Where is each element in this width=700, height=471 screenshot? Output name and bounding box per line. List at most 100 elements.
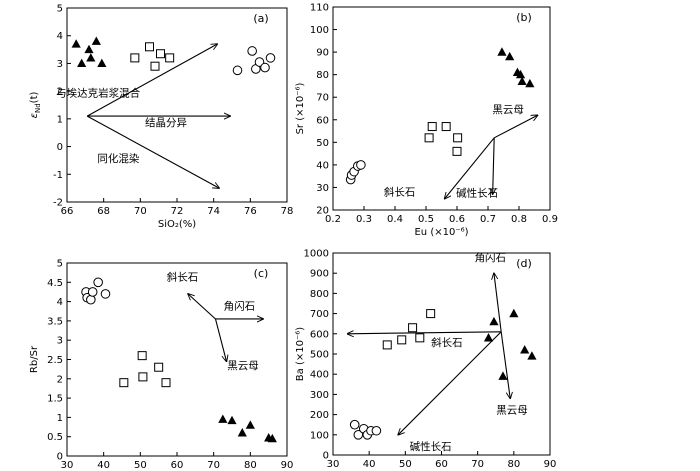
y-tick-label: 0.5: [47, 432, 63, 443]
y-tick-label: 4: [57, 31, 63, 42]
square-point: [119, 378, 129, 388]
annotation-label: 碱性长石: [456, 186, 498, 199]
annotation-label: 黑云母: [492, 104, 524, 116]
x-tick-label: 0.5: [418, 214, 434, 225]
triangle-point: [267, 433, 277, 443]
circle-point: [356, 160, 366, 170]
square-point: [426, 309, 436, 319]
y-tick-label: 300: [310, 390, 329, 401]
x-tick-label: 90: [281, 460, 294, 471]
square-point: [397, 335, 407, 345]
annotation-label: 结晶分异: [145, 116, 187, 129]
square-point: [161, 378, 171, 388]
triangle-point: [505, 51, 515, 61]
circle-point: [265, 53, 276, 63]
trend-arrow: [493, 115, 537, 139]
x-axis-label: SiO₂(%): [158, 219, 196, 230]
y-tick-label: 2.5: [47, 355, 63, 366]
y-tick-label: 1: [57, 114, 63, 125]
circle-point: [87, 287, 98, 297]
trend-arrow: [347, 332, 502, 334]
y-axis-label: Ba (×10⁻⁶): [295, 327, 306, 381]
square-point: [453, 133, 463, 143]
square-point: [156, 49, 165, 59]
triangle-point: [483, 333, 494, 342]
x-tick-label: 90: [544, 459, 557, 470]
square-point: [382, 340, 392, 350]
annotation-label: 与埃达克岩浆混合: [56, 87, 140, 100]
trend-arrow: [214, 318, 227, 361]
triangle-point: [86, 53, 96, 62]
annotation-label: 同化混染: [97, 152, 139, 165]
y-tick-label: 0: [57, 452, 63, 463]
y-tick-label: 1000: [304, 249, 329, 260]
y-tick-label: 3: [57, 336, 63, 347]
triangle-point: [71, 39, 81, 48]
x-tick-label: 0.8: [511, 214, 527, 225]
y-tick-label: 200: [310, 410, 329, 421]
x-tick-label: 76: [244, 206, 257, 217]
triangle-point: [489, 316, 499, 326]
y-tick-label: 20: [316, 206, 329, 217]
x-tick-label: 60: [171, 460, 184, 471]
y-tick-label: 600: [310, 329, 329, 340]
circle-point: [232, 65, 243, 76]
x-tick-label: 68: [97, 206, 110, 217]
square-point: [441, 122, 451, 132]
y-tick-label: 50: [316, 138, 329, 149]
triangle-point: [218, 414, 228, 423]
annotation-label: 碱性长石: [410, 440, 452, 453]
annotation-label: 斜长石: [167, 270, 199, 283]
square-point: [138, 372, 148, 382]
y-tick-label: 500: [310, 350, 329, 361]
x-tick-label: 50: [399, 459, 412, 470]
annotation-label: 黑云母: [227, 360, 259, 372]
x-tick-label: 80: [244, 460, 257, 471]
y-tick-label: 30: [316, 183, 329, 194]
y-tick-label: 60: [316, 115, 329, 126]
x-tick-label: 0.3: [356, 214, 372, 225]
y-tick-label: 2: [57, 87, 63, 98]
x-tick-label: 74: [207, 206, 220, 217]
triangle-point: [245, 420, 255, 429]
x-tick-label: 0.6: [449, 214, 465, 225]
y-tick-label: 100: [310, 430, 329, 441]
triangle-point: [227, 415, 237, 425]
y-tick-label: 100: [310, 25, 329, 36]
square-point: [452, 146, 462, 156]
y-tick-label: 700: [310, 309, 329, 320]
x-tick-label: 60: [435, 459, 448, 470]
trend-arrow: [500, 331, 510, 399]
trend-arrow: [445, 137, 495, 199]
y-tick-label: 3: [57, 59, 63, 70]
x-tick-label: 70: [471, 459, 484, 470]
y-tick-label: 40: [316, 160, 329, 171]
panel-label: (c): [254, 267, 269, 280]
x-tick-label: 78: [281, 206, 294, 217]
y-tick-label: 2: [57, 374, 63, 385]
square-point: [145, 42, 154, 52]
x-tick-label: 70: [134, 206, 147, 217]
plot-frame: [332, 6, 551, 211]
triangle-point: [77, 58, 87, 68]
circle-point: [86, 294, 96, 305]
y-tick-label: 5: [57, 259, 63, 270]
triangle-point: [515, 69, 526, 79]
y-tick-label: -2: [53, 198, 63, 209]
triangle-point: [237, 428, 247, 437]
square-point: [154, 362, 164, 372]
y-tick-label: 0: [57, 142, 63, 153]
y-tick-label: 1: [57, 413, 63, 424]
x-tick-label: 66: [61, 206, 74, 217]
x-tick-label: 40: [97, 460, 110, 471]
trend-arrow: [86, 115, 219, 188]
triangle-point: [527, 351, 537, 360]
circle-point: [371, 425, 382, 436]
square-point: [137, 351, 147, 361]
trend-arrow: [188, 294, 216, 320]
plot-frame: [66, 7, 288, 203]
y-tick-label: 80: [316, 70, 329, 81]
y-tick-label: 900: [310, 269, 329, 280]
